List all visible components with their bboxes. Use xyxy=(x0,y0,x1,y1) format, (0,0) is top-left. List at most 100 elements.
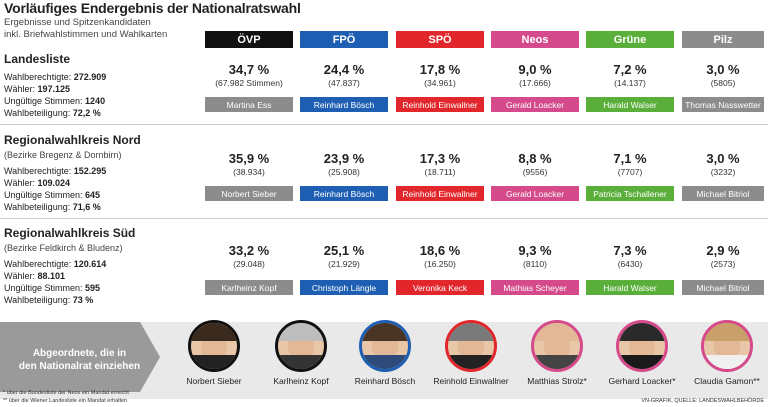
result-pct: 7,3 % xyxy=(613,243,647,258)
result-neos: 9,3 % (8110) xyxy=(491,243,579,269)
candidate-pilz: Thomas Nasswetter xyxy=(682,97,764,112)
result-votes: (9556) xyxy=(522,167,548,177)
result-pct: 3,0 % xyxy=(706,151,740,166)
result-votes: (16.250) xyxy=(424,259,456,269)
candidate-spoe: Reinhold Einwallner xyxy=(396,97,484,112)
candidate-gruene: Harald Walser xyxy=(586,280,674,295)
stat-waehler: Wähler: 109.024 xyxy=(4,178,71,188)
result-oevp: 33,2 % (29.048) xyxy=(205,243,293,269)
result-votes: (25.908) xyxy=(328,167,360,177)
representative-name: Claudia Gamon** xyxy=(694,376,760,386)
section-subtitle: (Bezirke Feldkirch & Bludenz) xyxy=(4,243,123,253)
result-spoe: 17,3 % (18.711) xyxy=(396,151,484,177)
result-oevp: 35,9 % (38.934) xyxy=(205,151,293,177)
result-pilz: 3,0 % (5805) xyxy=(679,62,767,88)
party-header-oevp: ÖVP xyxy=(205,31,293,48)
result-pilz: 3,0 % (3232) xyxy=(679,151,767,177)
party-header-fpoe: FPÖ xyxy=(300,31,388,48)
avatar xyxy=(531,320,583,372)
result-pct: 33,2 % xyxy=(228,243,270,258)
representative: Matthias Strolz* xyxy=(517,320,597,386)
result-gruene: 7,1 % (7707) xyxy=(586,151,674,177)
page-subtitle-note: inkl. Briefwahlstimmen und Wahlkarten xyxy=(4,29,168,40)
arrow-shape xyxy=(0,322,160,392)
result-pct: 18,6 % xyxy=(419,243,461,258)
result-oevp: 34,7 % (67.982 Stimmen) xyxy=(205,62,293,88)
representative: Karlheinz Kopf xyxy=(261,320,341,386)
candidate-oevp: Martina Ess xyxy=(205,97,293,112)
result-votes: (2573) xyxy=(710,259,736,269)
result-pct: 7,1 % xyxy=(613,151,647,166)
result-gruene: 7,3 % (6430) xyxy=(586,243,674,269)
result-votes: (21.929) xyxy=(328,259,360,269)
result-spoe: 17,8 % (34.961) xyxy=(396,62,484,88)
party-header-spoe: SPÖ xyxy=(396,31,484,48)
avatar xyxy=(275,320,327,372)
avatar xyxy=(701,320,753,372)
avatar xyxy=(616,320,668,372)
representative-name: Reinhard Bösch xyxy=(354,376,416,386)
result-votes: (14.137) xyxy=(614,78,646,88)
result-votes: (29.048) xyxy=(233,259,265,269)
footnote: * über die Bundesliste der Neos ein Mand… xyxy=(3,390,129,396)
candidate-oevp: Karlheinz Kopf xyxy=(205,280,293,295)
candidate-fpoe: Reinhard Bösch xyxy=(300,186,388,201)
result-pct: 17,3 % xyxy=(419,151,461,166)
page-subtitle: Ergebnisse und Spitzenkandidaten xyxy=(4,17,151,28)
representative-name: Matthias Strolz* xyxy=(527,376,587,386)
result-votes: (34.961) xyxy=(424,78,456,88)
result-pct: 7,2 % xyxy=(613,62,647,77)
candidate-neos: Mathias Scheyer xyxy=(491,280,579,295)
result-pct: 23,9 % xyxy=(323,151,365,166)
result-votes: (8110) xyxy=(523,259,547,269)
result-gruene: 7,2 % (14.137) xyxy=(586,62,674,88)
result-fpoe: 24,4 % (47.837) xyxy=(300,62,388,88)
result-pct: 34,7 % xyxy=(228,62,270,77)
stat-wahlbeteiligung: Wahlbeteiligung: 72,2 % xyxy=(4,108,101,118)
result-votes: (6430) xyxy=(617,259,643,269)
representative-name: Karlheinz Kopf xyxy=(273,376,329,386)
representative: Gerhard Loacker* xyxy=(602,320,682,386)
section-title: Landesliste xyxy=(4,52,71,66)
section-subtitle: (Bezirke Bregenz & Dornbirn) xyxy=(4,150,122,160)
representative: Norbert Sieber xyxy=(174,320,254,386)
result-pct: 3,0 % xyxy=(706,62,740,77)
stat-waehler: Wähler: 197.125 xyxy=(4,84,71,94)
section-divider xyxy=(0,218,768,219)
candidate-oevp: Norbert Sieber xyxy=(205,186,293,201)
candidate-gruene: Harald Walser xyxy=(586,97,674,112)
stat-ungueltig: Ungültige Stimmen: 595 xyxy=(4,283,101,293)
page-title: Vorläufiges Endergebnis der Nationalrats… xyxy=(4,0,301,16)
result-fpoe: 23,9 % (25.908) xyxy=(300,151,388,177)
result-pct: 17,8 % xyxy=(419,62,461,77)
avatar xyxy=(188,320,240,372)
section-title: Regionalwahlkreis Nord xyxy=(4,133,141,147)
representative: Reinhard Bösch xyxy=(345,320,425,386)
avatar xyxy=(445,320,497,372)
result-pct: 9,3 % xyxy=(518,243,552,258)
representative-name: Reinhold Einwallner xyxy=(433,376,509,386)
result-votes: (18.711) xyxy=(424,167,456,177)
result-pct: 35,9 % xyxy=(228,151,270,166)
source-credit: VN-GRAFIK, QUELLE: LANDESWAHLBEHÖRDE xyxy=(641,398,764,404)
result-neos: 8,8 % (9556) xyxy=(491,151,579,177)
footnote: ** über die Wiener Landesliste ein Manda… xyxy=(3,398,128,404)
result-neos: 9,0 % (17.666) xyxy=(491,62,579,88)
party-header-pilz: Pilz xyxy=(682,31,764,48)
result-votes: (47.837) xyxy=(328,78,360,88)
representative: Claudia Gamon** xyxy=(687,320,767,386)
result-votes: (17.666) xyxy=(519,78,551,88)
result-votes: (7707) xyxy=(617,167,643,177)
candidate-spoe: Reinhold Einwallner xyxy=(396,186,484,201)
stat-waehler: Wähler: 88.101 xyxy=(4,271,66,281)
avatar xyxy=(359,320,411,372)
stat-ungueltig: Ungültige Stimmen: 645 xyxy=(4,190,101,200)
candidate-fpoe: Reinhard Bösch xyxy=(300,97,388,112)
result-votes: (5805) xyxy=(710,78,736,88)
candidate-gruene: Patricia Tschallener xyxy=(586,186,674,201)
stat-ungueltig: Ungültige Stimmen: 1240 xyxy=(4,96,106,106)
result-pct: 25,1 % xyxy=(323,243,365,258)
result-fpoe: 25,1 % (21.929) xyxy=(300,243,388,269)
candidate-spoe: Veronika Keck xyxy=(396,280,484,295)
result-votes: (3232) xyxy=(710,167,736,177)
